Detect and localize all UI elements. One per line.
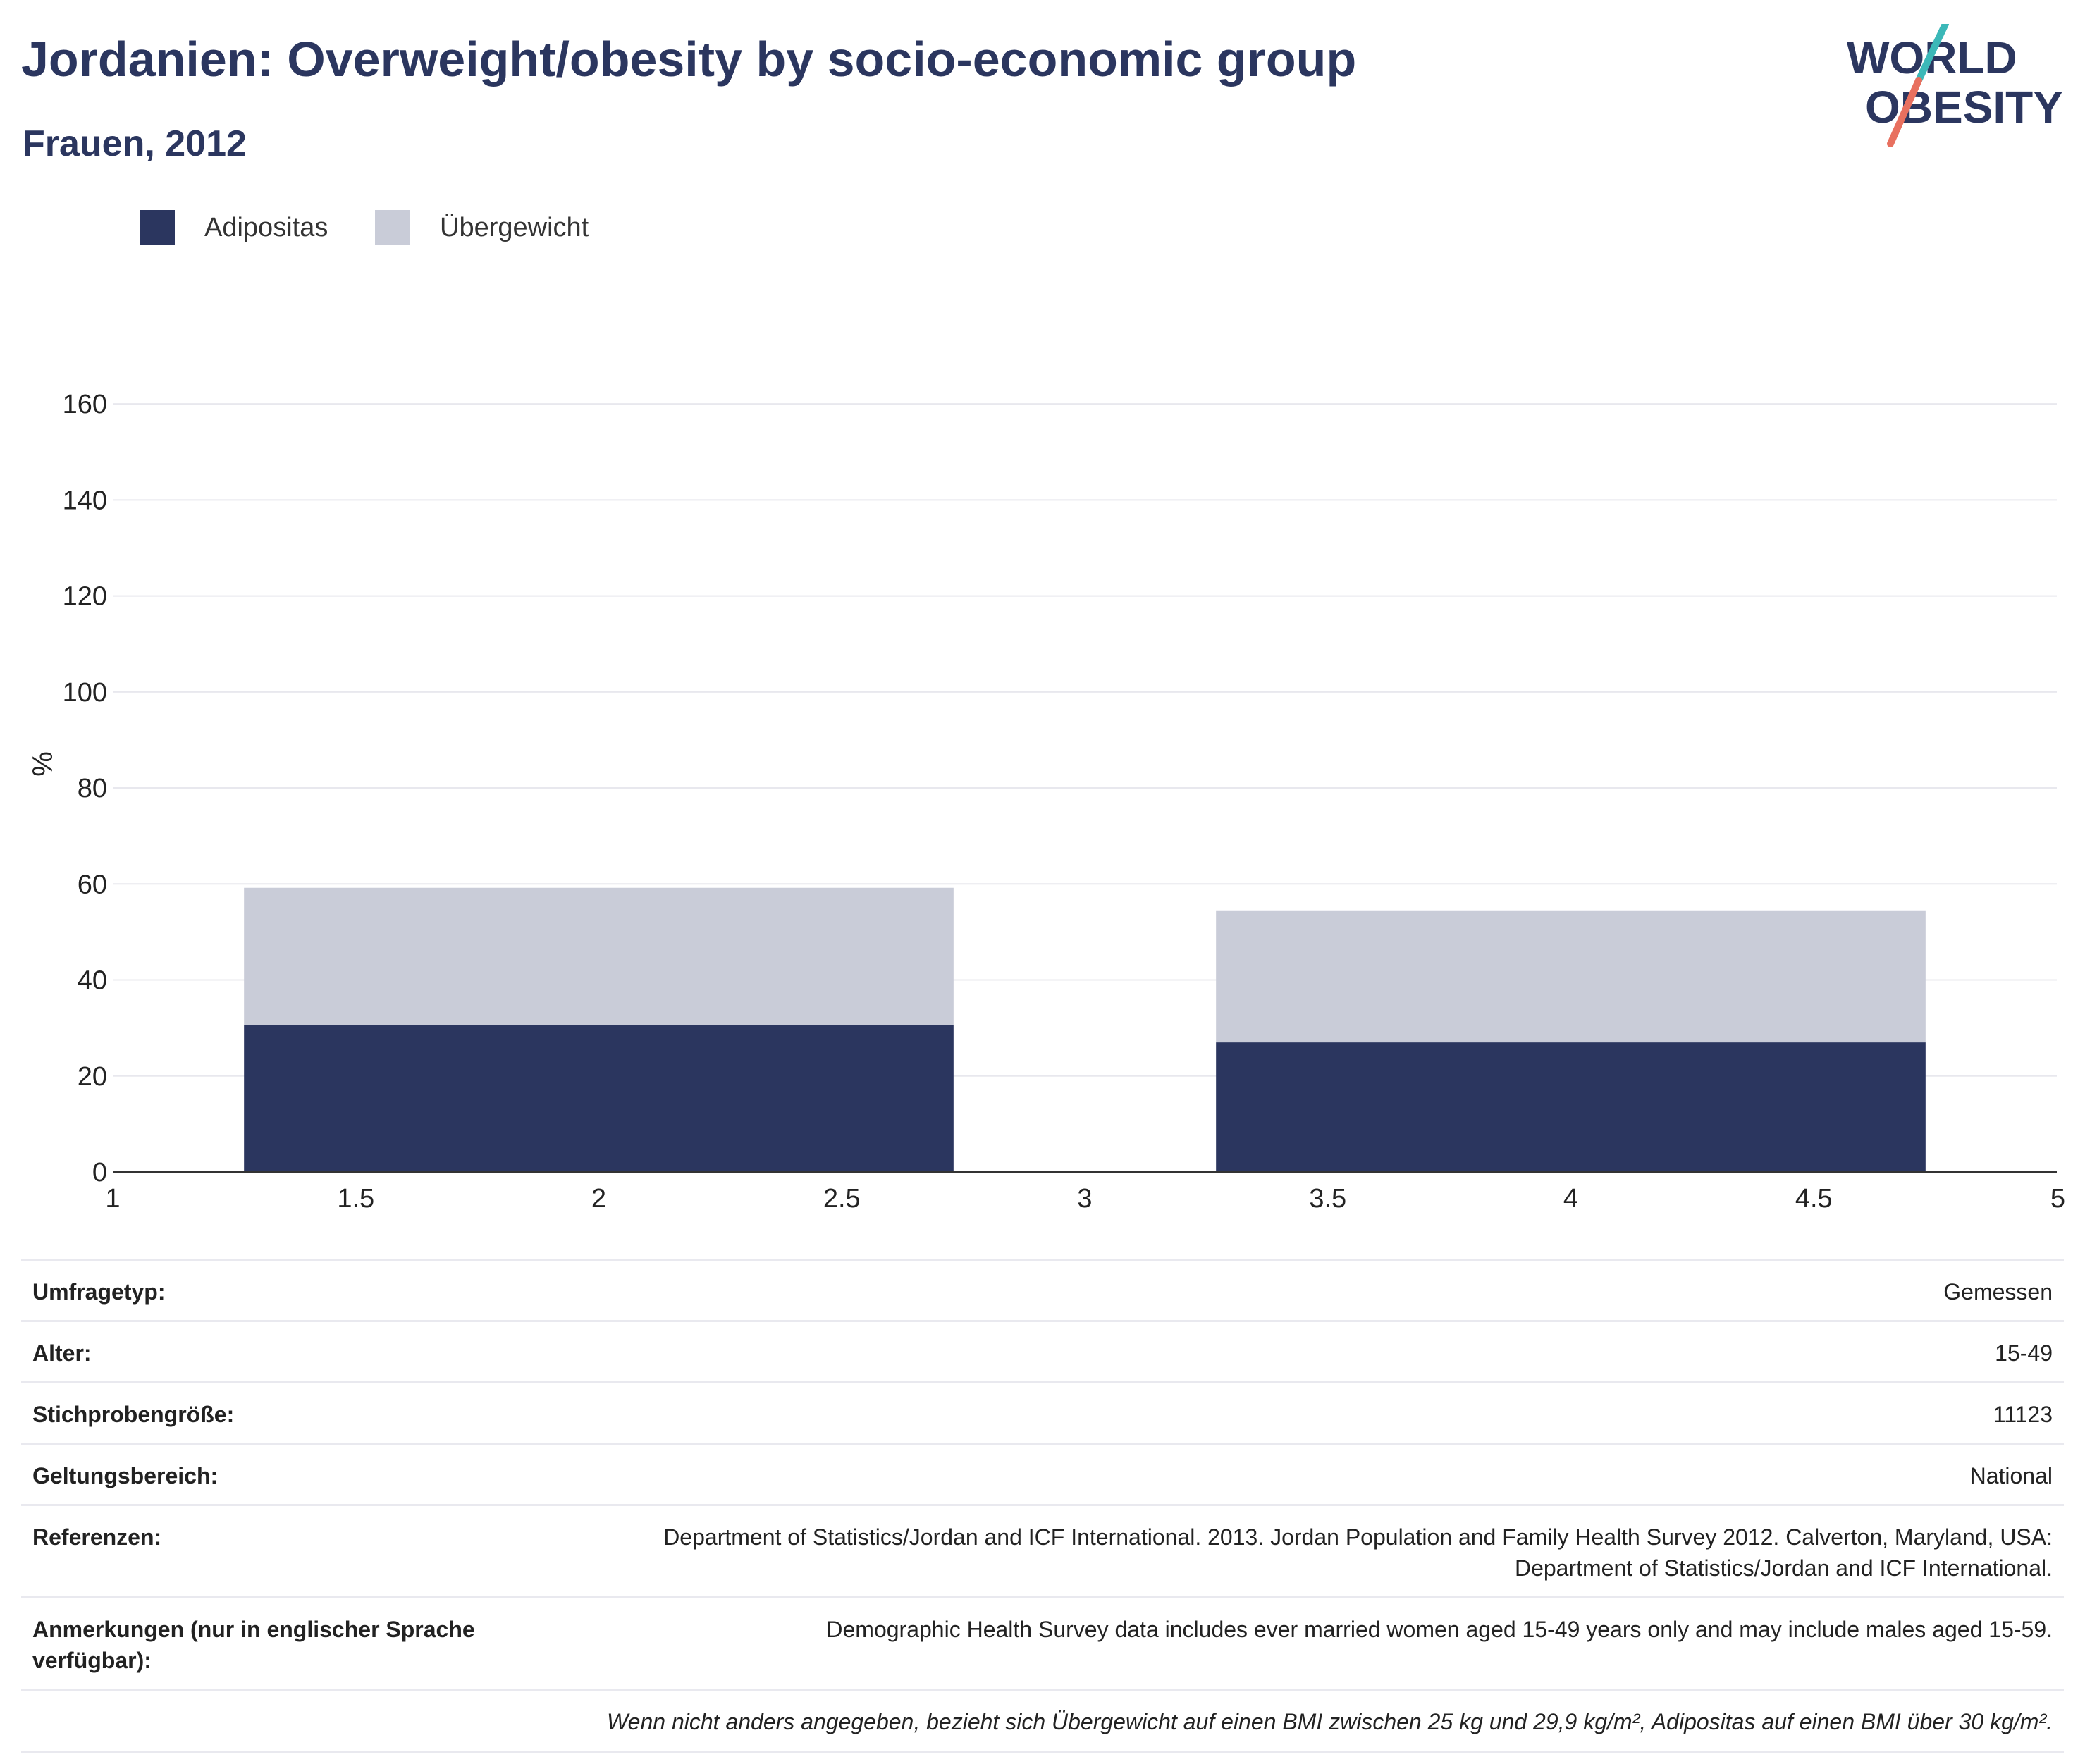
logo-slash-teal bbox=[1915, 24, 1949, 84]
y-tick-label: 80 bbox=[78, 774, 107, 803]
x-tick-label: 1.5 bbox=[337, 1184, 374, 1212]
stacked-bar-chart: 0 20 40 60 80 100 120 140 160% 1 1.5 2 2.5 3 3.5 4 4.5 5 bbox=[27, 390, 2065, 1212]
info-key: Umfragetyp: bbox=[32, 1279, 166, 1305]
info-key: Geltungsbereich: bbox=[32, 1463, 219, 1488]
x-tick-label: 1 bbox=[105, 1184, 120, 1212]
info-value: Demographic Health Survey data includes … bbox=[826, 1617, 2053, 1642]
bar-uebergewicht bbox=[1216, 910, 1926, 1043]
info-value: Gemessen bbox=[1943, 1279, 2053, 1305]
x-tick-label: 3.5 bbox=[1309, 1184, 1346, 1212]
survey-info-table: Umfragetyp: Gemessen Alter: 15-49 Stichp… bbox=[21, 1259, 2064, 1753]
logo-slash-coral bbox=[1887, 77, 1922, 147]
x-tick-label: 5 bbox=[2050, 1184, 2065, 1212]
y-tick-label: 20 bbox=[78, 1062, 107, 1092]
info-key: Referenzen: bbox=[32, 1524, 162, 1550]
info-value: 15-49 bbox=[1995, 1340, 2053, 1366]
info-value: Department of Statistics/Jordan and ICF … bbox=[663, 1524, 2053, 1581]
info-value: 11123 bbox=[1993, 1402, 2053, 1427]
chart-subtitle: Frauen, 2012 bbox=[23, 123, 247, 164]
info-row-age: Alter: 15-49 bbox=[21, 1320, 2064, 1381]
info-value: National bbox=[1969, 1463, 2053, 1488]
legend-label-uebergewicht: Übergewicht bbox=[440, 213, 589, 242]
info-row-notes: Anmerkungen (nur in englischer Sprache v… bbox=[21, 1596, 2064, 1689]
legend-swatch-adipositas bbox=[140, 210, 175, 245]
x-tick-label: 4.5 bbox=[1795, 1184, 1833, 1212]
x-tick-label: 2 bbox=[591, 1184, 606, 1212]
info-row-references: Referenzen: Department of Statistics/Jor… bbox=[21, 1504, 2064, 1596]
y-tick-label: 0 bbox=[92, 1158, 107, 1188]
bmi-definition-note: Wenn nicht anders angegeben, bezieht sic… bbox=[21, 1689, 2064, 1753]
bar-adipositas bbox=[244, 1025, 954, 1172]
bar-adipositas bbox=[1216, 1042, 1926, 1172]
info-row-sample-size: Stichprobengröße: 11123 bbox=[21, 1381, 2064, 1443]
y-axis-label: % bbox=[27, 751, 59, 777]
world-obesity-logo: WORLD OBESITY bbox=[1847, 24, 2063, 147]
info-key: Alter: bbox=[32, 1340, 92, 1366]
legend-swatch-uebergewicht bbox=[375, 210, 410, 245]
logo-word-obesity: OBESITY bbox=[1865, 82, 2063, 132]
x-tick-label: 3 bbox=[1077, 1184, 1092, 1212]
info-key: Stichprobengröße: bbox=[32, 1402, 235, 1427]
y-tick-label: 40 bbox=[78, 966, 107, 996]
y-tick-label: 160 bbox=[63, 390, 107, 419]
y-tick-label: 60 bbox=[78, 870, 107, 899]
chart-title: Jordanien: Overweight/obesity by socio-e… bbox=[21, 32, 1357, 87]
legend-label-adipositas: Adipositas bbox=[204, 213, 328, 242]
info-row-survey-type: Umfragetyp: Gemessen bbox=[21, 1259, 2064, 1320]
bar-uebergewicht bbox=[244, 887, 954, 1025]
y-tick-label: 120 bbox=[63, 582, 107, 612]
y-tick-label: 100 bbox=[63, 678, 107, 708]
info-row-scope: Geltungsbereich: National bbox=[21, 1443, 2064, 1504]
x-tick-label: 2.5 bbox=[823, 1184, 861, 1212]
info-key: Anmerkungen (nur in englischer Sprache v… bbox=[32, 1617, 475, 1673]
y-tick-label: 140 bbox=[63, 486, 107, 515]
x-tick-label: 4 bbox=[1563, 1184, 1578, 1212]
